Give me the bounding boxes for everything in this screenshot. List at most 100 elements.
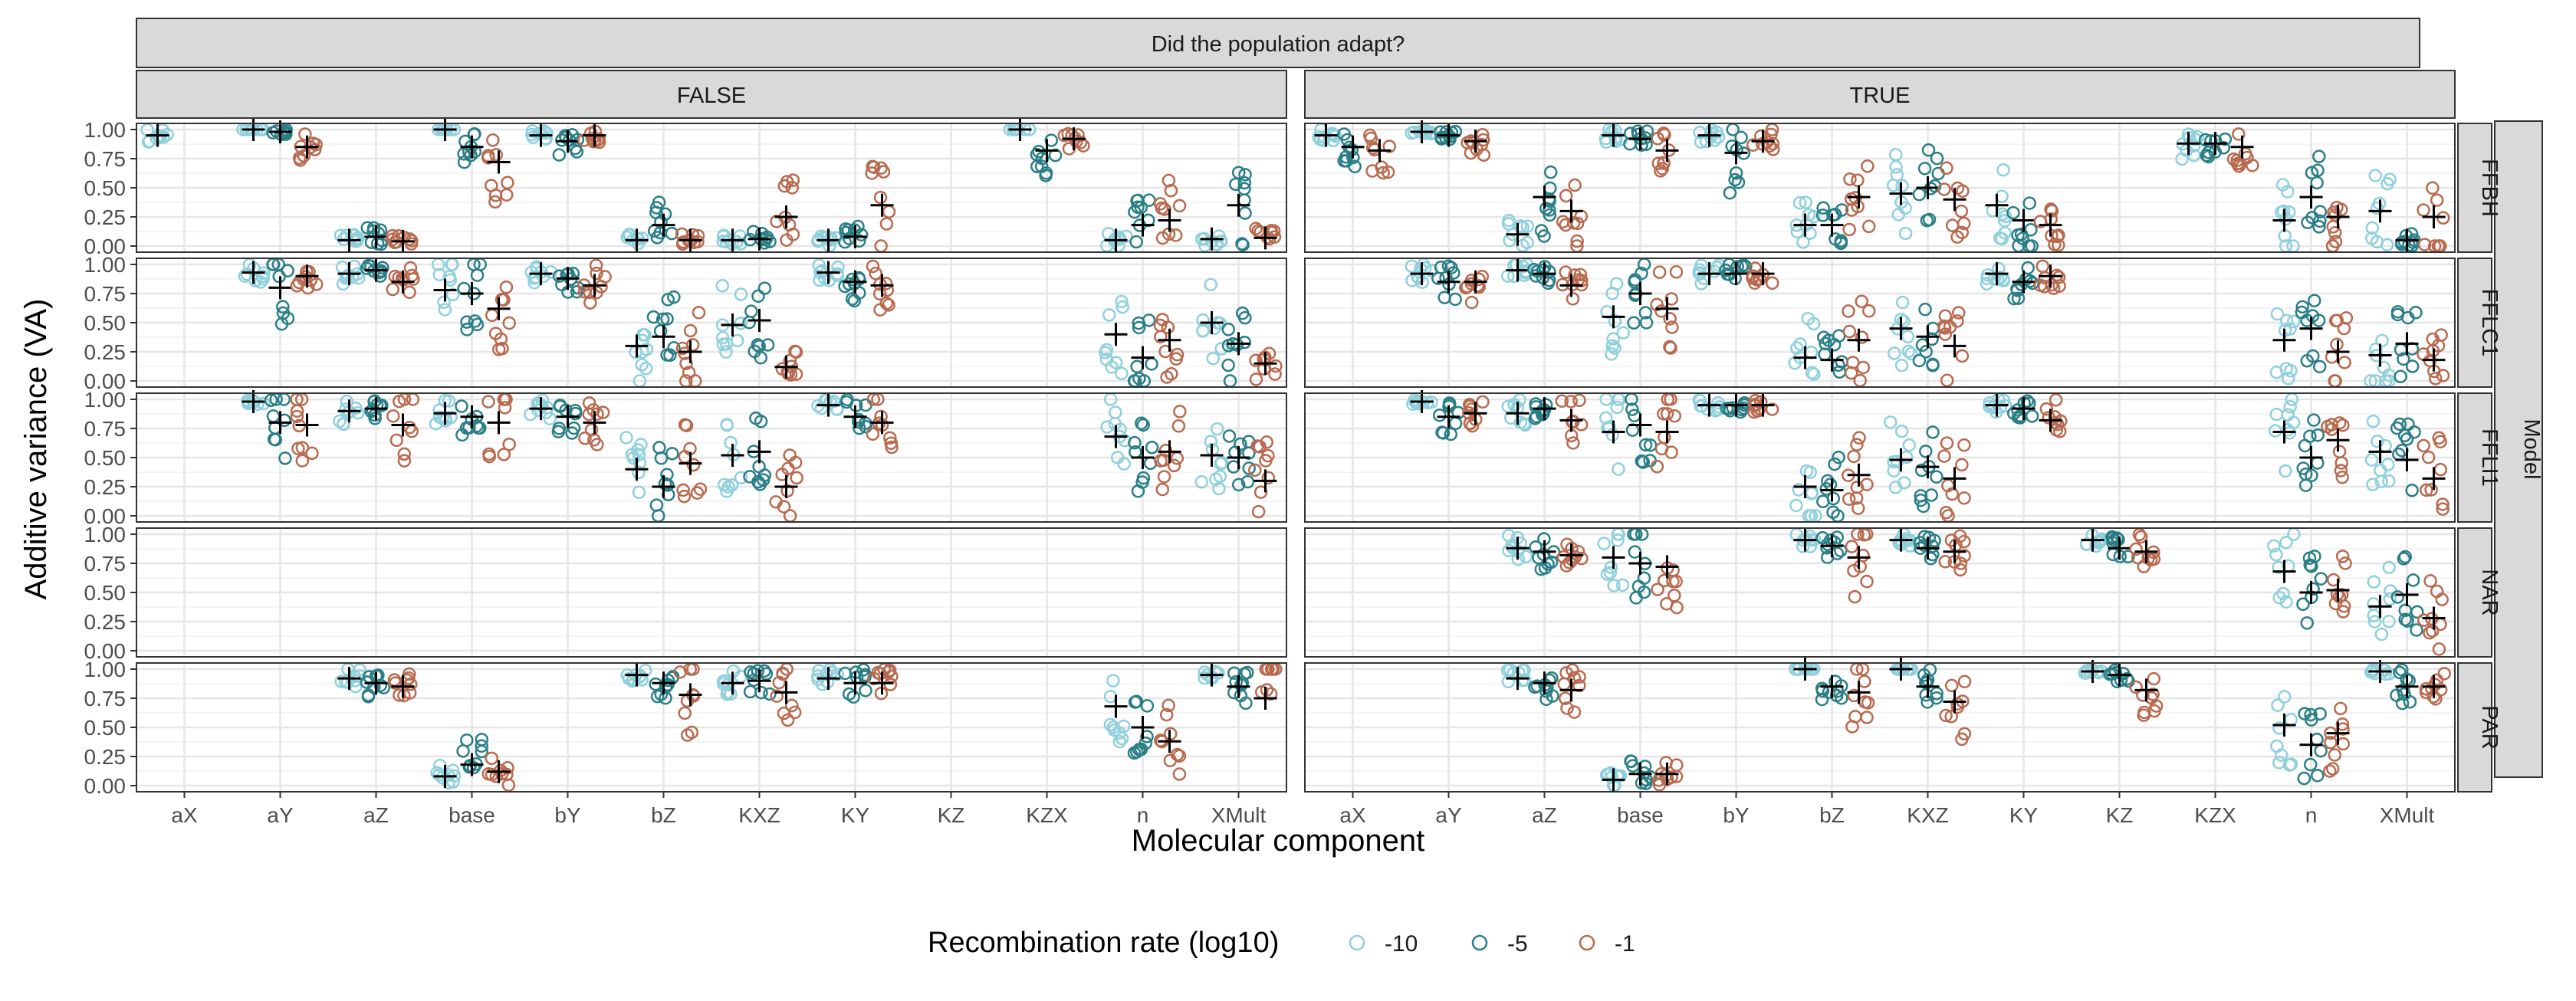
data-point	[776, 666, 790, 681]
mean-marker	[1655, 555, 1679, 579]
data-point	[2421, 450, 2436, 464]
data-point	[1922, 212, 1937, 227]
data-point	[1926, 359, 1940, 373]
mean-marker	[1559, 199, 1583, 223]
data-point	[2025, 409, 2039, 423]
data-point	[1898, 226, 1913, 241]
data-point	[467, 127, 481, 142]
data-point	[1472, 272, 1486, 287]
mean-marker	[1254, 469, 1277, 493]
mean-marker	[1602, 123, 1625, 147]
data-point	[1212, 481, 1226, 496]
data-point	[1657, 156, 1671, 170]
data-point	[1238, 168, 1252, 182]
data-point	[763, 235, 777, 248]
data-point	[1803, 465, 1817, 479]
data-point	[2368, 169, 2382, 182]
data-point	[690, 486, 705, 500]
data-point	[883, 678, 898, 691]
data-point	[1537, 229, 1551, 243]
data-point	[1317, 130, 1332, 144]
data-point	[1057, 128, 1072, 143]
mean-marker	[1751, 130, 1775, 153]
panel-true-par	[1304, 658, 2456, 793]
data-point	[1106, 720, 1121, 734]
data-point	[1405, 259, 1419, 274]
data-point	[742, 315, 757, 330]
data-point	[583, 296, 597, 310]
data-point	[1227, 666, 1241, 680]
data-point	[879, 277, 893, 290]
data-point	[1802, 529, 1817, 543]
axes-layer: Molecular component Additive variance (V…	[19, 118, 2435, 858]
data-point	[2429, 372, 2443, 386]
data-point	[871, 665, 885, 680]
data-point	[295, 441, 310, 455]
data-point	[2335, 550, 2350, 563]
data-point	[770, 689, 784, 703]
data-point	[2375, 333, 2389, 348]
data-point	[2390, 590, 2405, 604]
data-point	[2312, 359, 2327, 374]
data-point	[1196, 313, 1210, 327]
data-point	[2382, 615, 2396, 628]
data-point	[397, 447, 412, 461]
mean-marker	[2326, 428, 2350, 452]
data-point	[731, 333, 744, 348]
data-point	[1827, 338, 1842, 352]
data-point	[2436, 502, 2450, 516]
data-point	[1605, 287, 1619, 300]
y-tick-label: 1.00	[84, 118, 127, 142]
mean-marker	[774, 475, 798, 498]
mean-marker	[1035, 139, 1059, 162]
x-tick-label: aY	[1435, 803, 1462, 827]
data-point	[1651, 156, 1666, 170]
y-tick-label: 0.25	[84, 475, 127, 499]
data-point	[865, 166, 879, 180]
data-point	[790, 471, 803, 485]
mean-marker	[556, 267, 580, 290]
mean-marker	[295, 413, 319, 437]
data-point	[1944, 710, 1958, 724]
data-point	[1268, 367, 1282, 381]
data-point	[785, 698, 799, 713]
data-point	[2419, 483, 2433, 497]
data-point	[2437, 667, 2451, 681]
data-point	[1115, 294, 1129, 309]
data-point	[1116, 300, 1129, 314]
data-point	[852, 271, 866, 285]
data-point	[2033, 278, 2048, 292]
data-point	[1652, 265, 1667, 279]
data-point	[500, 767, 514, 782]
data-point	[2366, 414, 2380, 428]
data-point	[1843, 172, 1857, 186]
data-point	[1847, 563, 1861, 578]
mean-marker	[2081, 528, 2104, 552]
data-point	[1250, 439, 1264, 453]
data-point	[1608, 314, 1622, 328]
data-point	[2216, 141, 2231, 155]
mean-marker	[1104, 425, 1128, 448]
row-strip-fflc1	[2457, 258, 2492, 388]
data-point	[1173, 405, 1187, 418]
data-point	[1076, 139, 1090, 153]
y-axis-title: Additive variance (VA)	[19, 299, 53, 600]
data-point	[677, 489, 692, 504]
data-point	[2026, 276, 2040, 290]
mean-marker	[1724, 393, 1748, 417]
data-point	[1832, 450, 1845, 464]
mean-marker	[1602, 420, 1625, 444]
data-point	[1527, 263, 1541, 277]
data-point	[763, 687, 777, 701]
data-point	[2410, 623, 2423, 637]
data-point	[1039, 169, 1053, 182]
data-point	[1805, 366, 1819, 379]
data-point	[1546, 689, 1559, 703]
mean-marker	[2368, 343, 2392, 367]
mean-marker	[1793, 528, 1817, 552]
data-point	[879, 217, 894, 231]
data-point	[1102, 308, 1116, 322]
mean-marker	[2012, 397, 2036, 421]
mean-marker	[1916, 455, 1940, 479]
data-point	[2306, 582, 2320, 596]
